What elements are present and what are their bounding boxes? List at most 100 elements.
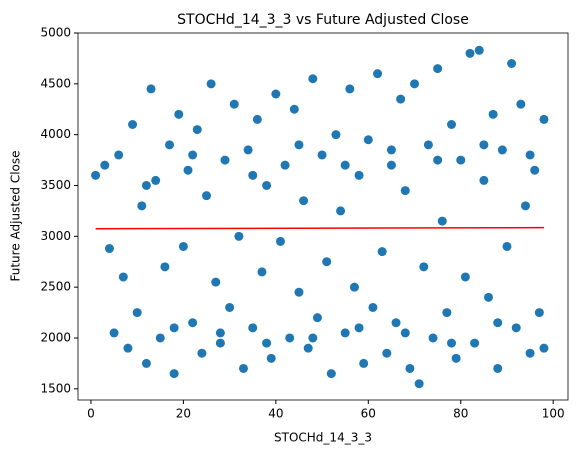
point bbox=[479, 175, 489, 185]
y-tick-label: 4000 bbox=[40, 127, 71, 141]
point bbox=[534, 308, 544, 318]
point bbox=[354, 323, 364, 333]
point bbox=[373, 69, 383, 79]
y-tick-label: 3500 bbox=[40, 178, 71, 192]
point bbox=[141, 358, 151, 368]
point bbox=[165, 140, 175, 150]
point bbox=[340, 328, 350, 338]
point bbox=[391, 318, 401, 328]
point bbox=[349, 282, 359, 292]
point bbox=[493, 363, 503, 373]
point bbox=[202, 191, 212, 201]
point bbox=[262, 180, 272, 190]
point bbox=[248, 170, 258, 180]
point bbox=[539, 114, 549, 124]
point bbox=[525, 348, 535, 358]
chart-title: STOCHd_14_3_3 vs Future Adjusted Close bbox=[177, 12, 469, 28]
point bbox=[248, 323, 258, 333]
point bbox=[229, 99, 239, 109]
x-axis-label: STOCHd_14_3_3 bbox=[274, 431, 372, 445]
point bbox=[169, 369, 179, 379]
point bbox=[447, 119, 457, 129]
point bbox=[382, 348, 392, 358]
point bbox=[215, 338, 225, 348]
x-tick-label: 0 bbox=[87, 407, 95, 421]
point bbox=[539, 343, 549, 353]
point bbox=[331, 130, 341, 140]
point bbox=[456, 155, 466, 165]
point bbox=[146, 84, 156, 94]
x-tick-label: 80 bbox=[453, 407, 468, 421]
point bbox=[507, 58, 517, 68]
x-tick-label: 20 bbox=[176, 407, 191, 421]
point bbox=[303, 343, 313, 353]
point bbox=[100, 160, 110, 170]
point bbox=[363, 135, 373, 145]
point bbox=[280, 160, 290, 170]
point bbox=[285, 333, 295, 343]
point bbox=[299, 196, 309, 206]
point bbox=[109, 328, 119, 338]
point bbox=[525, 150, 535, 160]
point bbox=[312, 313, 322, 323]
point bbox=[234, 231, 244, 241]
point bbox=[437, 216, 447, 226]
point bbox=[206, 79, 216, 89]
point bbox=[308, 333, 318, 343]
point bbox=[460, 272, 470, 282]
y-tick-label: 1500 bbox=[40, 381, 71, 395]
point bbox=[405, 363, 415, 373]
point bbox=[322, 257, 332, 267]
point bbox=[215, 328, 225, 338]
y-tick-label: 3000 bbox=[40, 229, 71, 243]
point bbox=[368, 302, 378, 312]
point bbox=[188, 150, 198, 160]
y-tick-label: 5000 bbox=[40, 26, 71, 40]
x-tick-label: 100 bbox=[542, 407, 565, 421]
point bbox=[433, 64, 443, 74]
point bbox=[493, 318, 503, 328]
point bbox=[155, 333, 165, 343]
point bbox=[308, 74, 318, 84]
x-tick-label: 40 bbox=[268, 407, 283, 421]
point bbox=[262, 338, 272, 348]
point bbox=[354, 170, 364, 180]
point bbox=[447, 338, 457, 348]
trend-line bbox=[95, 226, 544, 230]
point bbox=[326, 369, 336, 379]
point bbox=[132, 308, 142, 318]
point bbox=[294, 140, 304, 150]
point bbox=[294, 287, 304, 297]
point bbox=[419, 262, 429, 272]
point bbox=[183, 165, 193, 175]
plot-frame bbox=[77, 32, 569, 401]
point bbox=[114, 150, 124, 160]
point bbox=[479, 140, 489, 150]
point bbox=[271, 89, 281, 99]
point bbox=[520, 201, 530, 211]
point bbox=[400, 328, 410, 338]
x-tick-label: 60 bbox=[361, 407, 376, 421]
point bbox=[400, 186, 410, 196]
point bbox=[275, 236, 285, 246]
point bbox=[128, 119, 138, 129]
point bbox=[225, 302, 235, 312]
point bbox=[188, 318, 198, 328]
point bbox=[118, 272, 128, 282]
point bbox=[502, 241, 512, 251]
point bbox=[197, 348, 207, 358]
point bbox=[169, 323, 179, 333]
point bbox=[345, 84, 355, 94]
point bbox=[386, 145, 396, 155]
point bbox=[516, 99, 526, 109]
point bbox=[192, 125, 202, 135]
point bbox=[178, 241, 188, 251]
point bbox=[123, 343, 133, 353]
point bbox=[511, 323, 521, 333]
point bbox=[488, 109, 498, 119]
point bbox=[238, 363, 248, 373]
point bbox=[451, 353, 461, 363]
point bbox=[160, 262, 170, 272]
point bbox=[266, 353, 276, 363]
